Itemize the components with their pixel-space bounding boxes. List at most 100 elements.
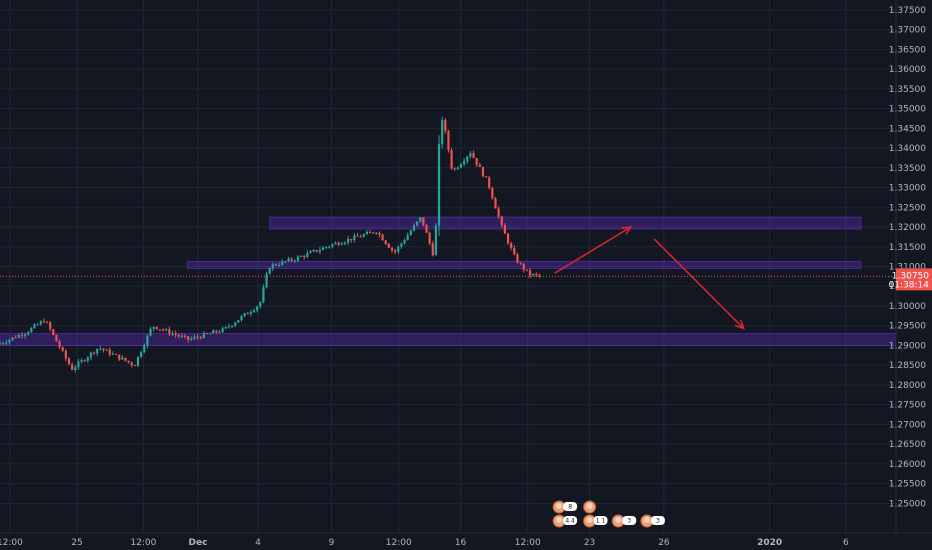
candle-body <box>400 243 403 247</box>
candle-body <box>8 339 11 343</box>
time-axis[interactable]: 12:00 25 12:00 Dec 4 9 12:00 16 12:00 23 26 2020 6 <box>0 538 849 548</box>
candle-body <box>425 224 428 233</box>
candle-body <box>481 166 485 177</box>
candle-body <box>39 321 42 325</box>
candle-body <box>246 313 249 315</box>
candle-body <box>350 238 353 241</box>
candle-body <box>140 352 143 357</box>
price-tick-label: 1.26000 <box>889 460 926 470</box>
candle-body <box>114 353 118 355</box>
time-tick-label: 9 <box>329 538 335 548</box>
price-tick-label: 1.28000 <box>889 381 926 391</box>
time-tick-label: 2020 <box>757 538 782 548</box>
price-tick-label: 1.34500 <box>889 124 926 134</box>
candle-body <box>293 260 296 262</box>
candle-body <box>431 243 434 256</box>
event-icon-5[interactable]: 8 <box>552 500 578 514</box>
price-tick-label: 1.29500 <box>889 322 926 332</box>
price-tick-label: 1.25000 <box>889 499 926 509</box>
candle-body <box>281 261 284 265</box>
candle-body <box>397 246 400 252</box>
candle-body <box>256 306 259 311</box>
candle-body <box>215 330 218 333</box>
candle-body <box>303 256 306 258</box>
candle-body <box>538 274 541 276</box>
candle-body <box>403 240 406 244</box>
candle-body <box>209 333 212 335</box>
price-tick-label: 1.26500 <box>889 440 926 450</box>
candles-layer <box>0 116 541 373</box>
candle-body <box>434 225 438 256</box>
candle-body <box>165 329 168 331</box>
candle-body <box>183 335 187 337</box>
candle-body <box>89 352 93 358</box>
event-icon-2[interactable]: 1 1 <box>583 514 608 528</box>
candle-body <box>422 217 425 225</box>
candle-body <box>199 337 202 339</box>
event-icon-6[interactable] <box>583 500 597 514</box>
candle-body <box>437 144 441 226</box>
candle-body <box>415 221 419 226</box>
candle-body <box>221 328 224 333</box>
price-tick-label: 1.33000 <box>889 184 926 194</box>
last-price-value: 1.30750 <box>892 271 929 281</box>
candle-body <box>522 263 525 270</box>
candle-body <box>58 341 61 348</box>
candle-body <box>494 198 497 209</box>
candle-body <box>27 332 30 335</box>
candle-body <box>265 273 268 288</box>
candle-body <box>284 261 287 263</box>
event-icon-4[interactable]: 3 <box>640 514 665 528</box>
event-icon-3[interactable]: 3 <box>611 514 637 528</box>
event-badge <box>650 516 665 525</box>
candle-body <box>86 357 89 361</box>
candle-body <box>516 254 519 263</box>
candle-body <box>318 249 321 252</box>
candle-body <box>45 322 49 324</box>
time-tick-label: 4 <box>255 538 261 548</box>
candle-body <box>202 333 205 339</box>
candle-body <box>390 247 394 251</box>
candle-body <box>20 334 24 336</box>
event-badge-count: 3 <box>656 518 660 525</box>
candle-body <box>168 329 171 334</box>
candle-body <box>133 365 136 367</box>
event-icon-1[interactable]: 4 4 <box>552 514 578 528</box>
candle-body <box>500 216 503 226</box>
candle-body <box>472 153 475 158</box>
candle-body <box>92 352 96 354</box>
candle-body <box>525 269 528 271</box>
candle-body <box>450 150 453 169</box>
price-tick-label: 1.33500 <box>889 164 926 174</box>
candle-body <box>136 356 140 366</box>
candle-body <box>315 250 318 252</box>
candle-body <box>55 334 58 342</box>
chart-grid <box>0 0 896 533</box>
event-badge-count: 1 1 <box>596 518 606 525</box>
candle-body <box>309 251 312 254</box>
candle-body <box>441 120 444 145</box>
candle-body <box>491 187 494 199</box>
candle-body <box>249 312 252 314</box>
last-price-countdown: 01:38:14 <box>889 280 930 290</box>
candle-body <box>519 262 522 264</box>
arrow-layer <box>554 226 745 330</box>
candle-body <box>312 250 315 252</box>
support-zone-lower <box>0 333 897 346</box>
candle-body <box>5 342 8 344</box>
candle-body <box>290 258 293 261</box>
candle-body <box>503 225 506 234</box>
price-tick-label: 1.31500 <box>889 243 926 253</box>
price-tick-label: 1.25500 <box>889 480 926 490</box>
event-face-inner <box>643 517 650 523</box>
candle-body <box>130 362 133 366</box>
candle-body <box>296 256 300 261</box>
candle-body <box>96 348 99 354</box>
events-layer: 4 4 1 1 3 3 8 <box>552 500 665 528</box>
candle-body <box>419 217 422 222</box>
candle-body <box>205 333 209 335</box>
candle-body <box>252 310 256 313</box>
